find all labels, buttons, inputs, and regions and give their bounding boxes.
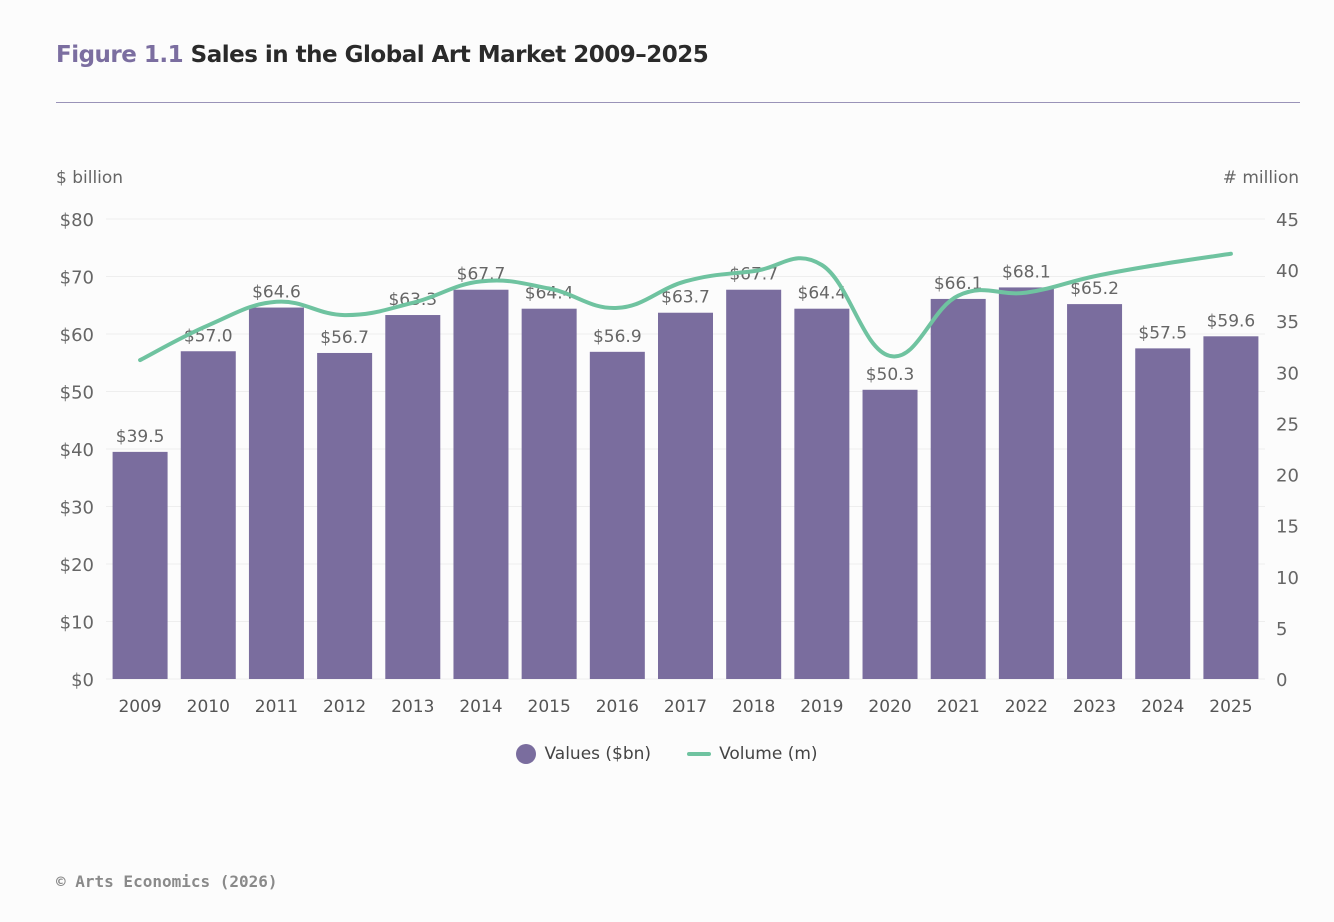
bar-2010	[180, 351, 236, 679]
y-tick-left: $20	[60, 555, 94, 576]
x-tick: 2013	[391, 697, 434, 717]
bar-2024	[1135, 348, 1191, 679]
x-tick: 2022	[1005, 697, 1048, 717]
x-tick: 2011	[255, 697, 298, 717]
bar-2018	[726, 289, 782, 679]
bar-2025	[1203, 336, 1259, 679]
x-tick: 2019	[800, 697, 843, 717]
data-label: $66.1	[934, 274, 983, 294]
legend-label: Values ($bn)	[544, 744, 652, 764]
y-tick-left: $80	[60, 210, 94, 231]
y-tick-left: $40	[60, 440, 94, 461]
data-label: $68.1	[1002, 262, 1051, 282]
data-label: $64.6	[252, 283, 301, 303]
data-label: $56.9	[593, 327, 642, 347]
bar-2013	[385, 315, 441, 679]
y-tick-right: 40	[1276, 261, 1299, 282]
y-tick-left: $50	[60, 383, 94, 404]
x-tick: 2017	[664, 697, 707, 717]
data-label: $63.7	[661, 288, 710, 308]
y-tick-right: 25	[1276, 414, 1299, 435]
x-tick: 2010	[187, 697, 230, 717]
x-tick: 2012	[323, 697, 366, 717]
bar-2017	[658, 312, 713, 679]
chart-title: Figure 1.1 Sales in the Global Art Marke…	[56, 42, 709, 68]
x-tick: 2025	[1209, 697, 1252, 717]
y-tick-left: $60	[60, 325, 94, 346]
y-tick-left: $30	[60, 498, 94, 519]
legend-marker-line	[687, 752, 712, 756]
bar-2015	[521, 308, 577, 679]
data-label: $64.4	[525, 284, 574, 304]
x-tick: 2021	[937, 697, 980, 717]
data-label: $56.7	[320, 328, 369, 348]
legend: Values ($bn) Volume (m)	[0, 744, 1334, 764]
bar-2012	[317, 352, 373, 679]
bar-2009	[112, 451, 168, 679]
x-tick: 2023	[1073, 697, 1116, 717]
figure-number: Figure 1.1	[56, 42, 184, 68]
legend-marker-bar	[516, 744, 537, 764]
y-axis-right-label: # million	[1223, 168, 1299, 188]
volume-line	[138, 251, 1233, 363]
legend-item-volume: Volume (m)	[687, 744, 818, 764]
bar-2019	[794, 308, 850, 679]
data-label: $50.3	[866, 365, 915, 385]
y-tick-right: 45	[1276, 210, 1299, 231]
y-tick-right: 30	[1276, 363, 1299, 384]
figure-title: Sales in the Global Art Market 2009–2025	[190, 42, 709, 68]
bar-2011	[248, 307, 304, 679]
y-axis-left-label: $ billion	[56, 168, 123, 188]
bar-2023	[1067, 304, 1123, 679]
x-tick: 2024	[1141, 697, 1184, 717]
bar-2022	[998, 287, 1054, 679]
x-tick: 2016	[596, 697, 639, 717]
data-label: $39.5	[116, 427, 165, 447]
bar-2021	[930, 298, 986, 679]
bar-2014	[453, 289, 509, 679]
x-tick: 2014	[459, 697, 502, 717]
data-label: $65.2	[1070, 279, 1119, 299]
x-tick: 2015	[528, 697, 571, 717]
y-tick-left: $0	[71, 670, 94, 691]
data-label: $57.0	[184, 326, 233, 346]
y-tick-left: $10	[60, 613, 94, 634]
y-tick-left: $70	[60, 268, 94, 289]
data-label: $57.5	[1138, 323, 1187, 343]
y-tick-right: 10	[1276, 568, 1299, 589]
legend-label: Volume (m)	[719, 744, 818, 764]
y-tick-right: 5	[1276, 619, 1287, 640]
x-tick: 2018	[732, 697, 775, 717]
legend-item-values: Values ($bn)	[516, 744, 651, 764]
y-tick-right: 35	[1276, 312, 1299, 333]
x-tick: 2020	[868, 697, 911, 717]
y-tick-right: 0	[1276, 670, 1287, 691]
data-label: $59.6	[1207, 311, 1256, 331]
y-tick-right: 15	[1276, 517, 1299, 538]
x-tick: 2009	[118, 697, 161, 717]
data-label: $64.4	[798, 284, 847, 304]
bar-2016	[589, 351, 645, 679]
y-tick-right: 20	[1276, 466, 1299, 487]
title-divider	[56, 102, 1300, 103]
copyright: © Arts Economics (2026)	[56, 872, 278, 891]
bar-2020	[862, 389, 918, 679]
